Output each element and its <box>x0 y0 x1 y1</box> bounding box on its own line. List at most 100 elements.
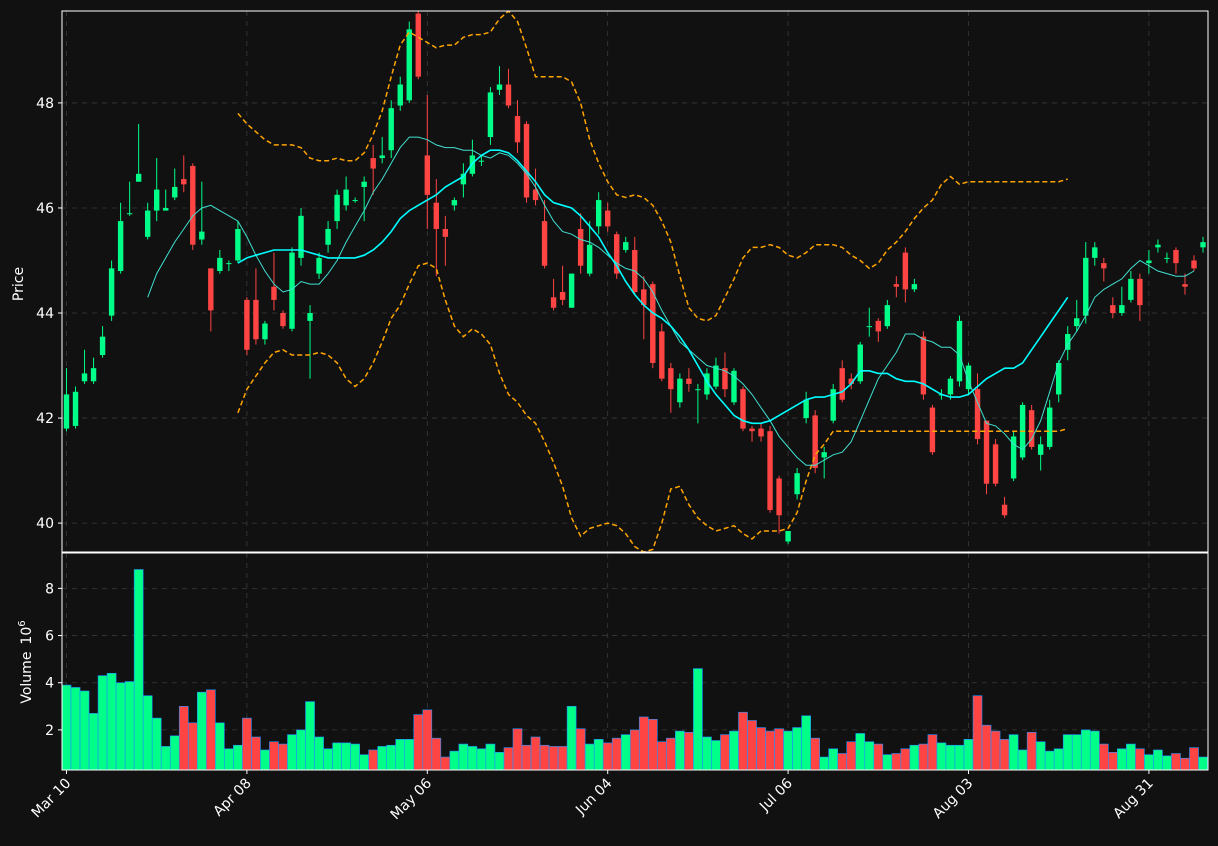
candle-up <box>144 210 151 237</box>
candle-down <box>740 389 746 429</box>
candle-down <box>659 331 665 379</box>
candle-up <box>388 108 394 151</box>
candle-up <box>595 200 602 227</box>
candle-up <box>911 284 918 290</box>
volume-bar <box>539 744 550 770</box>
candle-up <box>63 394 70 429</box>
price-axis-label: Price <box>11 267 27 301</box>
candle-up <box>352 200 358 202</box>
volume-bar <box>169 735 180 770</box>
volume-bar <box>954 744 965 770</box>
volume-bar <box>900 748 911 770</box>
candle-up <box>289 252 295 329</box>
volume-bar <box>88 713 99 770</box>
volume-bar <box>602 742 613 770</box>
volume-bar <box>115 682 126 770</box>
candle-up <box>397 84 403 106</box>
candle-up <box>496 84 503 90</box>
candle-down <box>1101 263 1107 269</box>
volume-bar <box>675 730 685 770</box>
volume-bar <box>215 722 225 770</box>
volume-bar <box>981 724 992 770</box>
volume-bar <box>720 734 730 770</box>
candle-up <box>821 452 827 458</box>
volume-bar <box>837 753 848 770</box>
candle-up <box>298 215 304 258</box>
candle-down <box>370 158 376 169</box>
candle-up <box>857 344 863 382</box>
candle-down <box>559 292 566 300</box>
volume-bar <box>368 749 378 770</box>
volume-bar <box>1153 749 1163 770</box>
volume-bar <box>647 718 658 770</box>
candle-down <box>253 299 259 340</box>
volume-tick-label: 6 <box>45 629 54 645</box>
volume-bar <box>1026 731 1037 770</box>
volume-bar <box>584 743 595 770</box>
candle-down <box>1182 284 1188 287</box>
candle-up <box>1010 436 1017 479</box>
candle-up <box>1092 247 1098 258</box>
candle-down <box>433 202 440 229</box>
volume-bar <box>783 730 793 770</box>
candle-down <box>1173 249 1179 264</box>
volume-bar <box>1108 752 1118 770</box>
volume-bar <box>693 668 703 770</box>
volume-bar <box>494 752 505 770</box>
candle-up <box>1056 362 1062 395</box>
volume-bar <box>296 729 306 770</box>
volume-bar <box>1126 743 1136 770</box>
candle-up <box>135 173 142 182</box>
candle-up <box>713 365 719 387</box>
candle-up <box>199 231 205 240</box>
volume-bar <box>187 722 198 770</box>
candle-down <box>415 13 421 77</box>
volume-bar <box>990 730 1001 770</box>
volume-tick-label: 8 <box>45 581 54 597</box>
volume-bar <box>476 748 487 770</box>
volume-axis-label-power: 6 <box>17 620 28 626</box>
candle-down <box>514 116 521 143</box>
volume-bar <box>377 746 388 770</box>
price-panel-frame <box>61 10 1209 553</box>
volume-bar <box>945 744 956 770</box>
candle-down <box>749 428 755 432</box>
candle-up <box>1119 305 1125 314</box>
volume-bar <box>657 741 667 770</box>
candle-down <box>1137 278 1143 306</box>
volume-panel-frame <box>61 552 1209 771</box>
volume-bar <box>1062 734 1073 770</box>
candle-down <box>541 221 548 266</box>
volume-bar <box>819 756 829 770</box>
volume-bar <box>97 675 108 770</box>
candle-down <box>523 123 530 198</box>
moving-average-long-line <box>237 149 1069 425</box>
volume-bar <box>918 743 929 770</box>
candle-up <box>1046 407 1053 447</box>
candle-down <box>839 368 845 400</box>
volume-bar <box>702 736 712 770</box>
volume-bar <box>503 747 514 770</box>
candle-down <box>244 299 250 350</box>
candle-up <box>1164 257 1170 259</box>
candle-down <box>1110 305 1116 314</box>
volume-bar <box>999 739 1010 770</box>
bollinger-lower-line <box>237 262 1068 552</box>
candle-up <box>226 263 232 265</box>
candle-up <box>695 389 701 391</box>
candle-up <box>947 378 954 395</box>
candle-down <box>641 289 647 306</box>
candle-up <box>451 200 458 206</box>
candle-down <box>614 234 620 274</box>
candle-up <box>262 323 268 340</box>
volume-bar <box>1044 750 1055 770</box>
candle-down <box>550 297 557 308</box>
volume-bar <box>1071 734 1082 770</box>
candle-down <box>577 228 584 266</box>
candle-up <box>108 268 115 316</box>
candle-down <box>532 189 539 201</box>
volume-bar <box>792 727 802 770</box>
volume-bar <box>846 741 857 770</box>
volume-bar <box>684 731 694 770</box>
